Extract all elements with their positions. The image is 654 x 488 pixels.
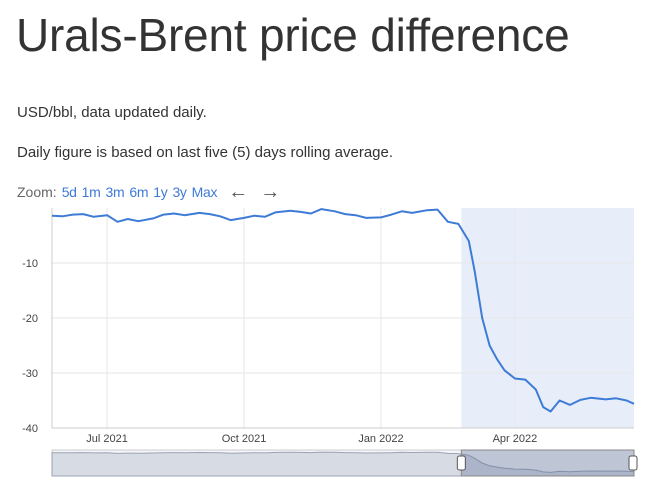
zoom-3m-button[interactable]: 3m (105, 184, 125, 200)
y-tick-label: -20 (22, 313, 38, 325)
zoom-1m-button[interactable]: 1m (81, 184, 101, 200)
zoom-1y-button[interactable]: 1y (153, 184, 168, 200)
x-tick-label: Jul 2021 (86, 433, 128, 445)
zoom-5d-button[interactable]: 5d (61, 184, 77, 200)
navigator-selection[interactable] (460, 449, 635, 477)
y-tick-label: -30 (22, 368, 38, 380)
arrow-right-icon[interactable]: → (260, 181, 281, 203)
zoom-3y-button[interactable]: 3y (172, 184, 187, 200)
zoom-label: Zoom: (17, 184, 57, 200)
x-tick-label: Jan 2022 (358, 433, 403, 445)
zoom-max-button[interactable]: Max (191, 184, 218, 200)
y-tick-label: -10 (22, 258, 38, 270)
navigator-series (51, 451, 635, 477)
y-tick-label: -40 (22, 423, 38, 435)
navigator-left-handle[interactable] (456, 455, 466, 471)
x-tick-label: Oct 2021 (222, 433, 267, 445)
page-title: Urals-Brent price difference (16, 9, 570, 61)
unit-note: USD/bbl, data updated daily. (17, 104, 207, 121)
series-line (51, 208, 635, 413)
arrow-left-icon[interactable]: ← (228, 181, 249, 203)
x-tick-label: Apr 2022 (493, 433, 538, 445)
price-chart: -10 -20 -30 -40 Jul 2021 Oct 2021 Jan 2022 Apr … (22, 208, 638, 477)
navigator-right-handle[interactable] (628, 455, 638, 471)
zoom-controls: Zoom: 5d 1m 3m 6m 1y 3y Max ← → (17, 181, 286, 203)
zoom-6m-button[interactable]: 6m (129, 184, 149, 200)
average-note: Daily figure is based on last five (5) d… (17, 144, 394, 161)
